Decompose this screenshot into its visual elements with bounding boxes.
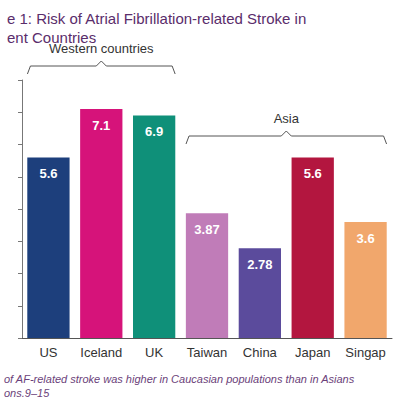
svg-text:Western countries: Western countries: [49, 40, 154, 56]
svg-text:ons.9–15: ons.9–15: [4, 387, 50, 399]
svg-text:3.87: 3.87: [194, 222, 219, 237]
svg-text:5.6: 5.6: [304, 166, 322, 181]
svg-text:China: China: [243, 345, 278, 360]
svg-text:Asia: Asia: [274, 111, 300, 126]
svg-text:7.1: 7.1: [92, 118, 110, 133]
svg-text:US: US: [39, 345, 57, 360]
svg-text:ent Countries: ent Countries: [7, 29, 96, 46]
svg-text:of AF-related stroke was highe: of AF-related stroke was higher in Cauca…: [4, 373, 355, 385]
svg-text:Singap: Singap: [345, 345, 385, 360]
svg-text:Taiwan: Taiwan: [187, 345, 227, 360]
svg-text:Japan: Japan: [295, 345, 330, 360]
svg-text:e 1: Risk of Atrial Fibrillati: e 1: Risk of Atrial Fibrillation-related…: [7, 10, 306, 27]
svg-text:3.6: 3.6: [357, 231, 375, 246]
svg-text:Iceland: Iceland: [80, 345, 122, 360]
svg-text:2.78: 2.78: [247, 257, 272, 272]
svg-text:UK: UK: [145, 345, 163, 360]
svg-text:6.9: 6.9: [145, 124, 163, 139]
svg-text:5.6: 5.6: [39, 166, 57, 181]
